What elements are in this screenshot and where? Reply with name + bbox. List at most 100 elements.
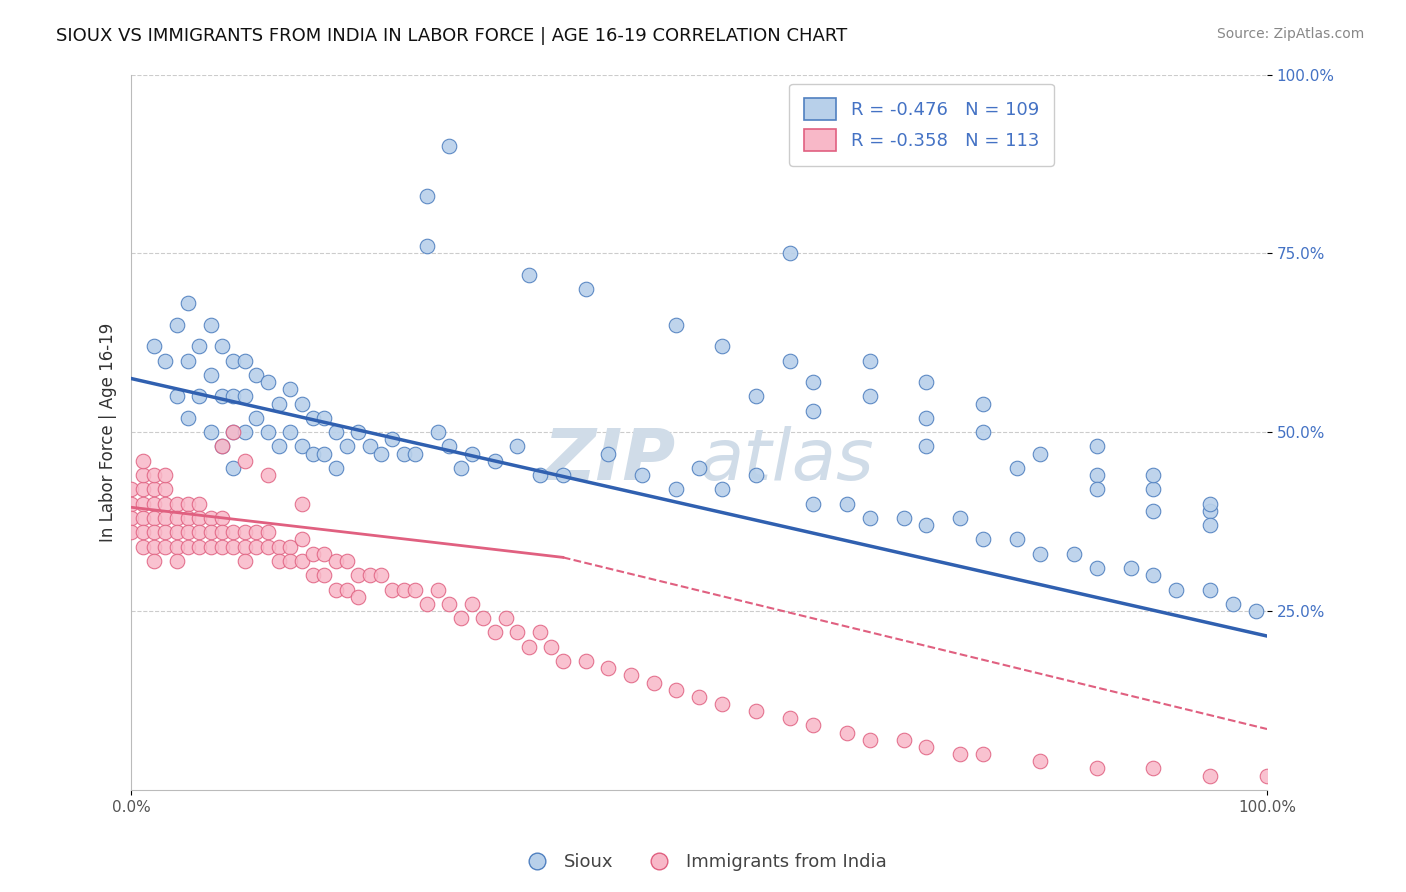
Point [211,525,233,540]
Point [1142,483,1164,497]
Point [506,440,529,454]
Point [370,568,392,582]
Point [450,461,472,475]
Point [835,725,858,739]
Point [858,353,880,368]
Point [166,389,188,403]
Point [222,353,245,368]
Point [1222,597,1244,611]
Point [188,497,211,511]
Point [291,533,314,547]
Point [267,440,290,454]
Point [155,468,177,483]
Point [745,468,768,483]
Point [972,425,994,440]
Point [893,732,915,747]
Point [915,739,938,754]
Point [222,525,245,540]
Point [1029,547,1052,561]
Point [245,525,267,540]
Point [245,410,267,425]
Point [211,339,233,353]
Point [233,425,256,440]
Point [267,396,290,410]
Point [155,540,177,554]
Point [779,353,801,368]
Point [222,425,245,440]
Point [188,525,211,540]
Point [551,468,574,483]
Point [302,447,325,461]
Point [291,497,314,511]
Point [359,440,381,454]
Point [166,525,188,540]
Point [278,382,301,396]
Point [267,540,290,554]
Point [200,368,222,382]
Point [1142,468,1164,483]
Point [404,582,426,597]
Point [484,625,506,640]
Point [267,554,290,568]
Point [188,389,211,403]
Point [688,690,710,704]
Point [835,497,858,511]
Point [291,396,314,410]
Point [131,511,153,525]
Point [1005,533,1028,547]
Point [381,582,404,597]
Point [245,540,267,554]
Point [211,540,233,554]
Point [155,353,177,368]
Point [1256,768,1278,782]
Point [200,425,222,440]
Point [972,396,994,410]
Point [336,554,359,568]
Point [302,547,325,561]
Point [1085,483,1108,497]
Legend: R = -0.476   N = 109, R = -0.358   N = 113: R = -0.476 N = 109, R = -0.358 N = 113 [789,84,1053,166]
Point [620,668,643,682]
Point [131,454,153,468]
Point [915,375,938,389]
Point [291,554,314,568]
Point [314,410,336,425]
Point [688,461,710,475]
Point [1166,582,1188,597]
Point [188,540,211,554]
Point [665,318,688,332]
Point [665,483,688,497]
Point [120,525,142,540]
Point [256,468,278,483]
Point [392,582,415,597]
Text: ZIP: ZIP [544,426,676,495]
Point [745,704,768,718]
Point [211,440,233,454]
Point [155,483,177,497]
Text: atlas: atlas [699,426,873,495]
Point [347,425,370,440]
Point [801,403,824,417]
Point [177,497,200,511]
Point [415,189,437,203]
Point [450,611,472,625]
Point [893,511,915,525]
Point [256,525,278,540]
Point [325,461,347,475]
Point [233,389,256,403]
Point [211,440,233,454]
Point [381,433,404,447]
Point [1085,561,1108,575]
Point [336,440,359,454]
Point [598,661,620,675]
Point [177,410,200,425]
Point [222,540,245,554]
Point [233,454,256,468]
Point [1199,497,1222,511]
Point [233,540,256,554]
Point [404,447,426,461]
Point [1244,604,1267,618]
Point [166,511,188,525]
Point [370,447,392,461]
Point [177,525,200,540]
